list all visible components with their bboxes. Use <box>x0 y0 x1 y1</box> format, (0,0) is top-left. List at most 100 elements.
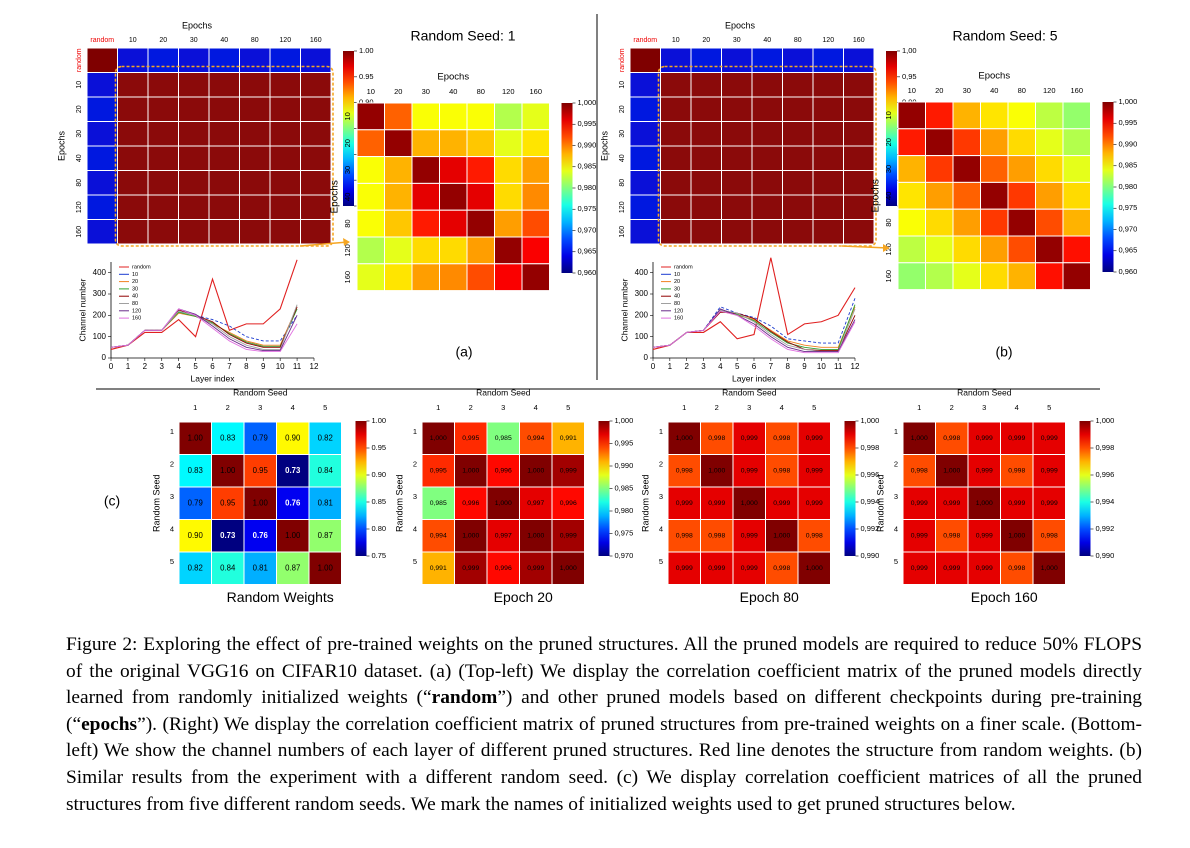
matrix-cell <box>1000 486 1034 520</box>
matrix-cell-value: 0.76 <box>253 531 269 540</box>
matrix-cell <box>902 421 936 455</box>
heatmap-cell <box>782 145 814 171</box>
matrix-cell-value: 0,999 <box>976 533 993 540</box>
matrix-cell-value: 1.00 <box>285 531 301 540</box>
matrix-cell <box>276 486 310 520</box>
heatmap-cell <box>782 219 814 245</box>
x-tick-label: 11 <box>293 362 302 371</box>
heatmap-cell <box>751 194 783 220</box>
heatmap-cell <box>980 101 1009 130</box>
row-label: 80 <box>343 219 352 227</box>
col-label: 10 <box>129 37 137 44</box>
heatmap-cell <box>300 72 332 98</box>
matrix-cell-value: 0.76 <box>285 498 301 507</box>
heatmap-cell <box>812 121 844 147</box>
heatmap-cell <box>1035 155 1064 183</box>
y-tick-label: 100 <box>635 332 649 341</box>
series-line-1 <box>652 298 856 348</box>
fine-colorbar-tick-label: 0,970 <box>578 225 597 234</box>
col-label: 20 <box>935 86 943 95</box>
matrix-cell <box>902 486 936 520</box>
row-label: 10 <box>76 81 83 89</box>
heatmap-cell <box>980 262 1009 291</box>
heatmap-cell <box>1007 235 1036 264</box>
heatmap-cell <box>86 96 118 122</box>
heatmap-cell <box>629 96 661 122</box>
heatmap-cell <box>239 121 271 147</box>
heatmap-cell <box>721 47 753 73</box>
matrix-row-label: 2 <box>413 460 417 469</box>
heatmap-cell <box>721 170 753 196</box>
col-label: 160 <box>529 87 542 96</box>
legend-label: 40 <box>132 294 138 300</box>
matrix-colorbar <box>355 421 367 556</box>
x-tick-label: 3 <box>160 362 165 371</box>
heatmap-cell <box>300 121 332 147</box>
matrix-cell-value: 0,998 <box>1008 565 1025 572</box>
matrix-cell-value: 0,999 <box>1008 435 1025 442</box>
matrix-cell-value: 0,999 <box>806 435 823 442</box>
matrix-cell-value: 0,998 <box>676 533 693 540</box>
panel-b-label: (b) <box>995 344 1012 360</box>
col-label: 80 <box>477 87 485 96</box>
fine-colorbar-tick-label: 0,990 <box>1119 139 1138 148</box>
heatmap-cell <box>147 170 179 196</box>
heatmap-ylabel: Epochs <box>871 179 882 212</box>
matrix-cell-value: 0,999 <box>806 500 823 507</box>
matrix-cell-value: 0,998 <box>773 565 790 572</box>
col-label: random <box>633 37 657 44</box>
matrix-cell-value: 1.00 <box>318 563 334 572</box>
coarse-colorbar-tick-label: 0.90 <box>359 98 374 107</box>
heatmap-cell <box>721 96 753 122</box>
heatmap-cell <box>980 235 1009 264</box>
matrix-cell-value: 0.79 <box>188 498 203 507</box>
matrix-cell-value: 1,000 <box>495 500 512 507</box>
fine-colorbar-tick-label: 0,975 <box>578 204 597 213</box>
matrix-cell-value: 0,999 <box>976 468 993 475</box>
matrix-cell-value: 0,998 <box>1041 533 1058 540</box>
row-label: 10 <box>343 112 352 120</box>
legend-label: 80 <box>132 301 138 307</box>
heatmap-cell <box>147 96 179 122</box>
heatmap-ylabel: Epochs <box>56 130 66 161</box>
heatmap-cell <box>86 194 118 220</box>
col-label: random <box>90 37 114 44</box>
row-label: 80 <box>884 218 893 226</box>
heatmap-cell <box>178 47 210 73</box>
heatmap-cell <box>384 129 413 158</box>
heatmap-cell <box>925 181 954 210</box>
x-tick-label: 0 <box>651 362 656 371</box>
col-label: 40 <box>220 37 228 44</box>
heatmap-cell <box>439 263 468 292</box>
heatmap-cell <box>411 263 440 292</box>
heatmap-cell <box>269 145 301 171</box>
heatmap-cell <box>239 145 271 171</box>
col-label: 20 <box>159 37 167 44</box>
matrix-cell-value: 0.87 <box>318 531 333 540</box>
matrix-row-label: 4 <box>894 525 898 534</box>
col-label: 10 <box>367 87 375 96</box>
fine-colorbar-tick-label: 0,970 <box>1119 224 1138 233</box>
heatmap-cell <box>925 101 954 130</box>
heatmap-cell <box>843 96 875 122</box>
heatmap-cell <box>897 128 926 157</box>
matrix-cell <box>486 454 520 488</box>
matrix-cell <box>732 421 766 455</box>
heatmap-cell <box>721 121 753 147</box>
heatmap-cell <box>466 182 495 211</box>
matrix-cell <box>1000 551 1034 585</box>
heatmap-cell <box>812 47 844 73</box>
matrix-cell <box>178 519 212 553</box>
row-label: 80 <box>76 179 83 187</box>
matrix-cell-value: 1,000 <box>806 565 823 572</box>
matrix-cell-value: 1,000 <box>976 500 993 507</box>
matrix-cell <box>276 551 310 585</box>
matrix-colorbar-tick-label: 0,990 <box>615 461 634 470</box>
matrix-cell-value: 0,999 <box>741 435 758 442</box>
heatmap-cell <box>660 145 692 171</box>
matrix-cell-value: 0,999 <box>560 468 577 475</box>
y-axis-label: Channel number <box>77 278 87 341</box>
matrix-cell-value: 0,997 <box>495 533 512 540</box>
heatmap-cell <box>721 194 753 220</box>
matrix-col-label: 1 <box>917 403 921 412</box>
